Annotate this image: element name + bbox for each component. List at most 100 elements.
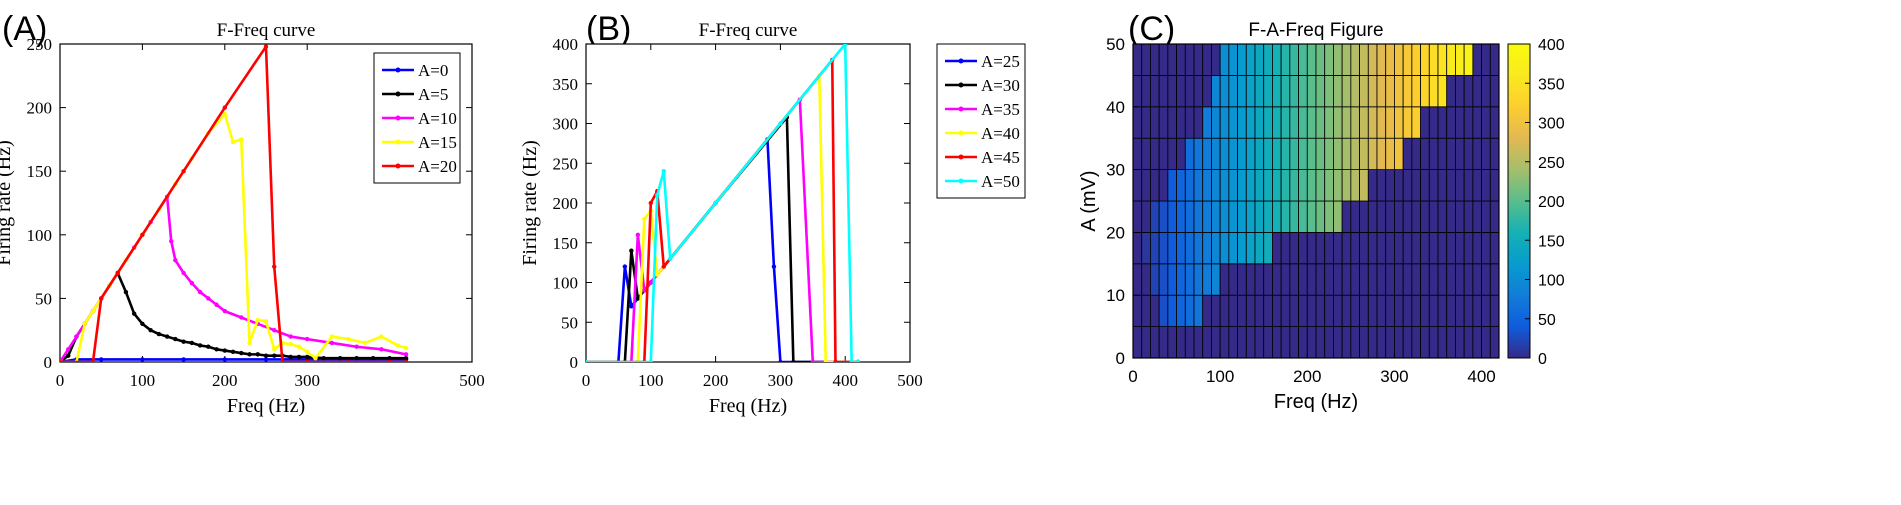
heatmap-cell: [1472, 263, 1482, 296]
heatmap-cell: [1289, 231, 1299, 265]
heatmap-cell: [1141, 263, 1151, 296]
heatmap-cell: [1245, 106, 1256, 139]
heatmap-cell: [1472, 43, 1482, 76]
heatmap-cell: [1193, 326, 1204, 359]
colorbar-tick-label: 250: [1538, 155, 1565, 172]
heatmap-cell: [1141, 294, 1151, 328]
heatmap-cell: [1176, 263, 1186, 296]
heatmap-cell: [1158, 137, 1169, 170]
heatmap-cell: [1315, 294, 1326, 328]
colorbar-tick-label: 100: [1538, 273, 1565, 290]
heatmap-cell: [1376, 263, 1387, 296]
heatmap-cell: [1428, 106, 1439, 139]
heatmap-cell: [1341, 294, 1352, 328]
heatmap-cell: [1394, 169, 1404, 202]
heatmap-cell: [1446, 75, 1456, 108]
heatmap-cell: [1219, 106, 1230, 139]
heatmap-cell: [1333, 75, 1343, 108]
heatmap-cell: [1315, 200, 1326, 233]
heatmap-cell: [1280, 75, 1291, 108]
heatmap-cell: [1333, 200, 1343, 233]
heatmap-cell: [1280, 294, 1291, 328]
heatmap-cell: [1193, 231, 1204, 265]
heatmap-cell: [1350, 231, 1360, 265]
heatmap-cell: [1463, 106, 1474, 139]
heatmap-cell: [1428, 231, 1439, 265]
heatmap-cell: [1237, 43, 1247, 76]
heatmap-cell: [1359, 263, 1369, 296]
heatmap-cell: [1245, 231, 1256, 265]
heatmap-cell: [1193, 106, 1204, 139]
heatmap-cell: [1411, 326, 1421, 359]
heatmap-cell: [1324, 169, 1334, 202]
heatmap-cell: [1472, 200, 1482, 233]
heatmap-cell: [1176, 169, 1186, 202]
heatmap-cell: [1367, 169, 1378, 202]
heatmap-cell: [1315, 326, 1326, 359]
heatmap-cell: [1367, 294, 1378, 328]
heatmap-cell: [1481, 43, 1491, 76]
heatmap-cell: [1489, 106, 1500, 139]
heatmap-cell: [1184, 43, 1195, 76]
heatmap-cell: [1472, 137, 1482, 170]
heatmap-cell: [1455, 294, 1465, 328]
heatmap-cell: [1472, 75, 1482, 108]
y-tick-label: 20: [1106, 223, 1125, 242]
heatmap-cell: [1420, 106, 1430, 139]
heatmap-cell: [1263, 326, 1273, 359]
heatmap-cell: [1489, 75, 1500, 108]
heatmap-cell: [1463, 43, 1474, 76]
heatmap-cell: [1298, 75, 1308, 108]
heatmap-cell: [1176, 137, 1186, 170]
heatmap-cell: [1176, 106, 1186, 139]
heatmap-cell: [1489, 169, 1500, 202]
heatmap-cell: [1254, 43, 1265, 76]
heatmap-cell: [1385, 43, 1395, 76]
heatmap-cell: [1437, 294, 1448, 328]
heatmap-cell: [1280, 106, 1291, 139]
heatmap-cell: [1132, 294, 1143, 328]
x-tick-label: 200: [1293, 367, 1321, 386]
heatmap-cell: [1141, 326, 1151, 359]
heatmap-cell: [1219, 294, 1230, 328]
heatmap-cell: [1420, 294, 1430, 328]
heatmap-cell: [1280, 137, 1291, 170]
heatmap-cell: [1211, 137, 1221, 170]
heatmap-cell: [1472, 294, 1482, 328]
heatmap-cell: [1289, 326, 1299, 359]
heatmap-cell: [1184, 200, 1195, 233]
heatmap-cell: [1324, 137, 1334, 170]
heatmap-cell: [1237, 137, 1247, 170]
heatmap-cell: [1420, 326, 1430, 359]
heatmap-cell: [1411, 169, 1421, 202]
heatmap-cell: [1254, 263, 1265, 296]
heatmap-cell: [1472, 169, 1482, 202]
heatmap-cell: [1158, 75, 1169, 108]
heatmap-cell: [1376, 75, 1387, 108]
heatmap-cell: [1333, 137, 1343, 170]
heatmap-cell: [1446, 43, 1456, 76]
heatmap-cell: [1437, 200, 1448, 233]
heatmap-cell: [1446, 200, 1456, 233]
heatmap-cell: [1420, 169, 1430, 202]
heatmap-cell: [1202, 43, 1212, 76]
heatmap-cell: [1167, 43, 1177, 76]
heatmap-cell: [1341, 137, 1352, 170]
heatmap-cell: [1402, 200, 1413, 233]
heatmap-cell: [1202, 106, 1212, 139]
heatmap-cell: [1280, 43, 1291, 76]
heatmap-cell: [1254, 75, 1265, 108]
heatmap-cell: [1272, 106, 1282, 139]
heatmap-cell: [1359, 294, 1369, 328]
heatmap-cell: [1367, 263, 1378, 296]
heatmap-cell: [1167, 263, 1177, 296]
heatmap-cell: [1272, 326, 1282, 359]
heatmap-cell: [1376, 200, 1387, 233]
heatmap-cell: [1350, 43, 1360, 76]
heatmap-cell: [1394, 106, 1404, 139]
heatmap-cell: [1211, 106, 1221, 139]
heatmap-cell: [1394, 43, 1404, 76]
heatmap-cell: [1280, 169, 1291, 202]
heatmap-cell: [1341, 263, 1352, 296]
heatmap-cell: [1228, 231, 1238, 265]
